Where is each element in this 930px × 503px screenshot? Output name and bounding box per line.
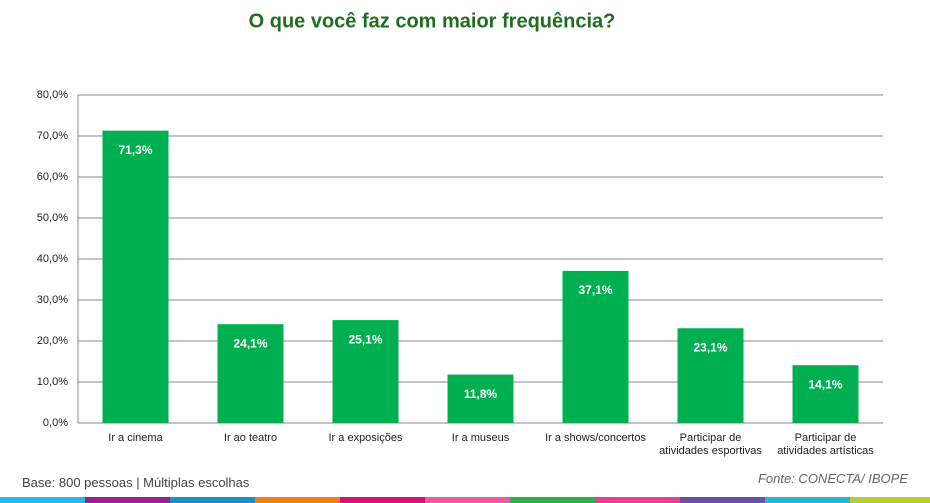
y-tick-label: 20,0% — [37, 335, 68, 347]
chart-title: O que você faz com maior frequência? — [249, 10, 616, 32]
x-tick-label: Ir a cinema — [108, 432, 163, 444]
bar — [332, 320, 399, 423]
y-tick-label: 80,0% — [37, 89, 68, 101]
x-tick-label: Participar de atividades artísticas — [777, 432, 874, 457]
bar — [102, 130, 169, 424]
data-label: 23,1% — [693, 340, 727, 354]
y-tick-label: 70,0% — [37, 130, 68, 142]
y-tick-label: 30,0% — [37, 294, 68, 306]
bar — [217, 324, 284, 423]
y-tick-label: 60,0% — [37, 171, 68, 183]
x-tick-label: Ir a shows/concertos — [545, 432, 646, 444]
bar — [792, 365, 859, 423]
data-label: 24,1% — [233, 336, 267, 350]
x-tick-label: Participar de atividades esportivas — [659, 432, 762, 457]
data-label: 71,3% — [118, 143, 152, 157]
data-label: 37,1% — [578, 283, 612, 297]
base-note: Base: 800 pessoas | Múltiplas escolhas — [22, 475, 250, 490]
x-tick-label: Ir a exposições — [328, 432, 403, 444]
x-tick-label: Ir a museus — [451, 432, 510, 444]
bar — [562, 270, 629, 423]
y-tick-label: 0,0% — [43, 417, 68, 429]
bottom-stripe — [0, 497, 930, 503]
y-tick-label: 40,0% — [37, 253, 68, 265]
bar — [447, 374, 514, 423]
x-tick-label: Ir ao teatro — [223, 432, 278, 444]
bar — [677, 328, 744, 423]
data-label: 11,8% — [464, 387, 498, 401]
y-tick-label: 10,0% — [37, 376, 68, 388]
source-note: Fonte: CONECTA/ IBOPE — [757, 471, 908, 486]
data-label: 25,1% — [348, 332, 382, 346]
y-tick-label: 50,0% — [37, 212, 68, 224]
data-label: 14,1% — [808, 377, 842, 391]
